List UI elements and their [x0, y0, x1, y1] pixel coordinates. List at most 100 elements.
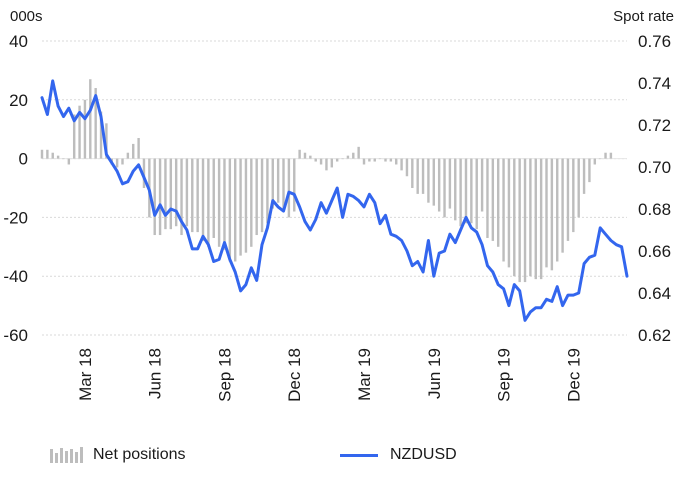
x-axis: Mar 18 Jun 18 Sep 18 Dec 18 Mar 19 Jun 19 Sep …	[76, 348, 583, 402]
net-position-bar	[153, 158, 156, 236]
net-position-bar	[309, 155, 312, 159]
net-position-bar	[604, 152, 607, 159]
net-position-bar	[250, 158, 253, 247]
right-tick-label: 0.62	[638, 326, 671, 345]
net-position-bar	[276, 158, 280, 203]
x-tick-label: Jun 19	[425, 348, 444, 399]
net-position-bar	[169, 158, 173, 230]
left-axis-unit: 000s	[10, 8, 43, 25]
legend-label-nzdusd: NZDUSD	[390, 446, 457, 463]
net-position-bar	[174, 158, 178, 227]
right-tick-label: 0.70	[638, 158, 671, 177]
net-position-bar	[56, 155, 60, 159]
net-position-bar	[416, 158, 419, 194]
net-position-bar	[83, 99, 87, 159]
net-position-bar	[293, 158, 296, 212]
net-position-bar	[234, 158, 237, 262]
net-position-bar	[244, 158, 248, 253]
net-position-bar	[228, 158, 232, 262]
net-position-bar	[561, 158, 564, 253]
net-position-bar	[62, 158, 65, 160]
net-position-bar	[266, 158, 269, 224]
x-tick-label: Dec 18	[285, 348, 304, 402]
left-tick-label: -60	[3, 326, 28, 345]
net-position-bar	[314, 158, 317, 162]
left-tick-label: -20	[3, 208, 28, 227]
net-position-bar	[572, 158, 575, 233]
net-position-bar	[346, 155, 350, 159]
net-position-bar	[443, 158, 446, 218]
net-position-bar	[72, 114, 76, 159]
net-position-bar	[432, 158, 435, 206]
x-tick-label: Dec 19	[564, 348, 583, 402]
net-position-bar	[427, 158, 430, 203]
net-position-bar	[298, 149, 301, 159]
net-position-bar	[46, 149, 49, 159]
net-position-bar	[40, 149, 44, 159]
net-position-bar	[325, 158, 328, 171]
right-tick-label: 0.72	[638, 116, 671, 135]
net-position-bar	[566, 158, 570, 241]
net-position-bar	[89, 79, 92, 159]
right-tick-label: 0.76	[638, 32, 671, 51]
net-position-bar	[464, 158, 468, 224]
left-tick-label: 0	[19, 150, 28, 169]
net-position-bar	[480, 158, 484, 212]
bar-legend-swatch	[50, 447, 83, 463]
net-position-bar	[513, 158, 516, 277]
net-position-bar	[486, 158, 489, 238]
net-position-bar	[126, 152, 130, 159]
net-position-bar	[341, 158, 344, 160]
net-positions-bars	[40, 79, 613, 283]
legend-net-positions: Net positions	[50, 446, 186, 464]
net-position-bar	[545, 158, 548, 268]
net-position-bar	[582, 158, 586, 194]
net-position-bar	[389, 158, 393, 162]
net-position-bar	[470, 158, 473, 224]
net-position-bar	[475, 158, 478, 230]
net-position-bar	[115, 158, 119, 168]
net-position-bar	[105, 123, 108, 159]
net-position-bar	[491, 158, 495, 241]
net-position-bar	[185, 158, 189, 227]
net-position-bar	[454, 158, 457, 221]
net-position-bar	[201, 158, 205, 241]
net-position-bar	[217, 158, 221, 247]
net-position-bar	[577, 158, 580, 218]
net-position-bar	[411, 158, 414, 188]
x-tick-label: Mar 19	[355, 348, 374, 401]
net-position-bar	[496, 158, 500, 247]
net-position-bar	[282, 158, 285, 212]
net-position-bar	[534, 158, 537, 280]
net-position-bar	[99, 111, 103, 159]
net-position-bar	[330, 158, 334, 168]
net-position-bar	[588, 158, 591, 183]
net-position-bar	[335, 158, 339, 162]
net-position-bar	[384, 158, 387, 162]
net-position-bar	[255, 158, 258, 236]
net-position-bar	[529, 158, 532, 277]
net-position-bar	[94, 88, 97, 159]
nzdusd-line	[40, 79, 629, 322]
right-tick-label: 0.64	[638, 284, 671, 303]
gridlines	[42, 40, 627, 336]
net-position-bar	[437, 158, 441, 212]
net-position-bar	[352, 152, 355, 159]
net-position-bar	[507, 158, 511, 268]
x-tick-label: Sep 19	[495, 348, 514, 402]
net-position-bar	[598, 158, 602, 160]
legend-nzdusd: NZDUSD	[340, 446, 457, 464]
net-position-bar	[78, 105, 81, 159]
net-position-bar	[609, 152, 613, 159]
net-position-bar	[395, 158, 398, 165]
net-position-bar	[121, 158, 124, 165]
net-position-bar	[400, 158, 403, 171]
net-position-bar	[207, 158, 210, 247]
net-position-bar	[287, 158, 291, 218]
net-position-bar	[556, 158, 559, 262]
net-position-bar	[223, 158, 226, 250]
right-tick-label: 0.68	[638, 200, 671, 219]
net-position-bar	[191, 158, 194, 233]
left-tick-label: 40	[9, 32, 28, 51]
left-axis: 000s 40 20 0 -20 -40 -60	[3, 8, 42, 345]
